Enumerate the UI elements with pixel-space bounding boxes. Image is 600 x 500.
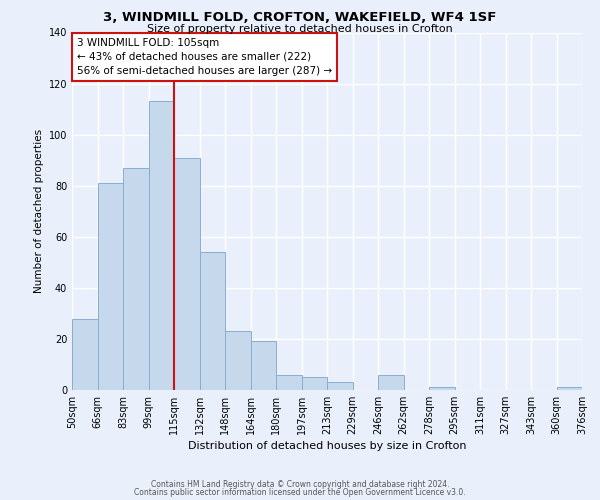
- Bar: [149, 102, 174, 390]
- Text: Contains public sector information licensed under the Open Government Licence v3: Contains public sector information licen…: [134, 488, 466, 497]
- Bar: [327, 382, 353, 390]
- Text: 3 WINDMILL FOLD: 105sqm
← 43% of detached houses are smaller (222)
56% of semi-d: 3 WINDMILL FOLD: 105sqm ← 43% of detache…: [77, 38, 332, 76]
- Text: Size of property relative to detached houses in Crofton: Size of property relative to detached ho…: [147, 24, 453, 34]
- Bar: [225, 332, 251, 390]
- Bar: [72, 318, 97, 390]
- Bar: [123, 168, 149, 390]
- Bar: [97, 183, 123, 390]
- Bar: [302, 377, 327, 390]
- Bar: [429, 388, 455, 390]
- Bar: [378, 374, 404, 390]
- Text: Contains HM Land Registry data © Crown copyright and database right 2024.: Contains HM Land Registry data © Crown c…: [151, 480, 449, 489]
- Bar: [174, 158, 199, 390]
- Bar: [276, 374, 302, 390]
- Y-axis label: Number of detached properties: Number of detached properties: [34, 129, 44, 294]
- X-axis label: Distribution of detached houses by size in Crofton: Distribution of detached houses by size …: [188, 441, 466, 451]
- Bar: [251, 342, 276, 390]
- Text: 3, WINDMILL FOLD, CROFTON, WAKEFIELD, WF4 1SF: 3, WINDMILL FOLD, CROFTON, WAKEFIELD, WF…: [103, 11, 497, 24]
- Bar: [199, 252, 225, 390]
- Bar: [557, 388, 582, 390]
